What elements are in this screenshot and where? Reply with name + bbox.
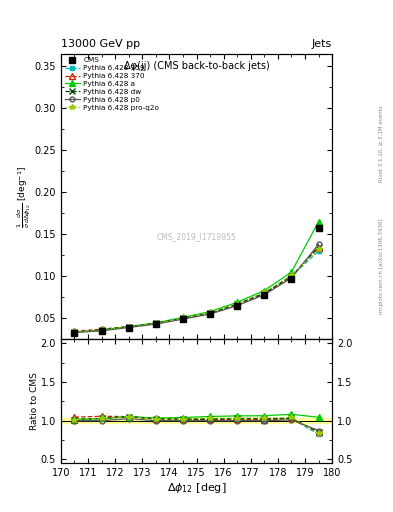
Pythia 6.428 dw	[72, 329, 77, 335]
Pythia 6.428 370	[262, 291, 267, 297]
Pythia 6.428 359	[99, 327, 104, 333]
CMS	[153, 321, 158, 327]
Pythia 6.428 pro-q2o	[99, 327, 104, 333]
Pythia 6.428 a	[72, 329, 77, 335]
Pythia 6.428 dw	[262, 290, 267, 296]
Pythia 6.428 dw	[153, 320, 158, 326]
CMS	[262, 292, 267, 298]
CMS	[127, 325, 131, 331]
CMS	[99, 328, 104, 334]
Pythia 6.428 p0	[208, 311, 213, 317]
Pythia 6.428 370	[235, 302, 240, 308]
Pythia 6.428 dw	[99, 327, 104, 333]
Pythia 6.428 a	[235, 299, 240, 305]
Pythia 6.428 359	[235, 302, 240, 308]
Pythia 6.428 370	[72, 328, 77, 334]
Pythia 6.428 p0	[235, 303, 240, 309]
Pythia 6.428 a	[289, 269, 294, 275]
Pythia 6.428 359	[262, 291, 267, 297]
Pythia 6.428 370	[289, 273, 294, 280]
Pythia 6.428 pro-q2o	[208, 309, 213, 315]
Pythia 6.428 a	[316, 219, 321, 225]
Legend: CMS, Pythia 6.428 359, Pythia 6.428 370, Pythia 6.428 a, Pythia 6.428 dw, Pythia: CMS, Pythia 6.428 359, Pythia 6.428 370,…	[63, 56, 161, 112]
Pythia 6.428 p0	[180, 316, 185, 322]
Pythia 6.428 370	[208, 310, 213, 316]
Pythia 6.428 359	[127, 324, 131, 330]
CMS	[72, 329, 77, 335]
Line: Pythia 6.428 pro-q2o: Pythia 6.428 pro-q2o	[72, 247, 321, 335]
Pythia 6.428 370	[153, 320, 158, 326]
Pythia 6.428 p0	[289, 275, 294, 281]
Line: CMS: CMS	[71, 224, 322, 336]
Line: Pythia 6.428 a: Pythia 6.428 a	[72, 219, 321, 335]
Pythia 6.428 dw	[180, 315, 185, 322]
CMS	[235, 303, 240, 309]
Pythia 6.428 pro-q2o	[289, 272, 294, 279]
Bar	[61, 418, 332, 423]
Pythia 6.428 dw	[289, 273, 294, 280]
Pythia 6.428 359	[208, 310, 213, 316]
Line: Pythia 6.428 p0: Pythia 6.428 p0	[72, 242, 321, 335]
Pythia 6.428 pro-q2o	[235, 301, 240, 307]
Pythia 6.428 p0	[316, 241, 321, 247]
Y-axis label: Ratio to CMS: Ratio to CMS	[30, 372, 39, 430]
Pythia 6.428 a	[262, 287, 267, 293]
Y-axis label: $\frac{1}{\bar{\sigma}}\frac{d\sigma}{d\Delta\phi_{12}}$ [deg$^{-1}$]: $\frac{1}{\bar{\sigma}}\frac{d\sigma}{d\…	[16, 165, 33, 228]
Pythia 6.428 pro-q2o	[153, 320, 158, 326]
Pythia 6.428 370	[316, 245, 321, 251]
CMS	[316, 224, 321, 230]
Pythia 6.428 pro-q2o	[180, 315, 185, 322]
Pythia 6.428 359	[180, 315, 185, 322]
CMS	[208, 311, 213, 317]
Pythia 6.428 a	[99, 327, 104, 333]
Pythia 6.428 p0	[72, 329, 77, 335]
Pythia 6.428 370	[127, 324, 131, 330]
Text: Jets: Jets	[312, 38, 332, 49]
Pythia 6.428 pro-q2o	[316, 246, 321, 252]
Line: Pythia 6.428 370: Pythia 6.428 370	[72, 245, 321, 334]
Pythia 6.428 359	[72, 329, 77, 335]
Pythia 6.428 pro-q2o	[127, 324, 131, 330]
Pythia 6.428 dw	[316, 244, 321, 250]
Pythia 6.428 a	[208, 308, 213, 314]
Line: Pythia 6.428 dw: Pythia 6.428 dw	[72, 244, 321, 335]
Pythia 6.428 370	[180, 315, 185, 322]
Pythia 6.428 dw	[208, 310, 213, 316]
Line: Pythia 6.428 359: Pythia 6.428 359	[72, 249, 321, 334]
Pythia 6.428 a	[127, 324, 131, 330]
Text: 13000 GeV pp: 13000 GeV pp	[61, 38, 140, 49]
Pythia 6.428 359	[153, 320, 158, 326]
Text: Δφ(jj) (CMS back-to-back jets): Δφ(jj) (CMS back-to-back jets)	[124, 61, 269, 71]
Pythia 6.428 a	[153, 320, 158, 326]
Pythia 6.428 p0	[127, 325, 131, 331]
Pythia 6.428 p0	[99, 328, 104, 334]
Pythia 6.428 370	[99, 326, 104, 332]
Pythia 6.428 359	[316, 248, 321, 254]
X-axis label: $\Delta\phi_{12}$ [deg]: $\Delta\phi_{12}$ [deg]	[167, 481, 226, 495]
Pythia 6.428 dw	[235, 301, 240, 307]
CMS	[289, 276, 294, 282]
Text: CMS_2019_I1719955: CMS_2019_I1719955	[157, 232, 236, 241]
Pythia 6.428 pro-q2o	[262, 289, 267, 295]
Pythia 6.428 359	[289, 273, 294, 280]
Pythia 6.428 p0	[262, 292, 267, 298]
CMS	[180, 316, 185, 322]
Text: mcplots.cern.ch [arXiv:1306.3436]: mcplots.cern.ch [arXiv:1306.3436]	[379, 219, 384, 314]
Pythia 6.428 a	[180, 314, 185, 321]
Pythia 6.428 dw	[127, 324, 131, 330]
Pythia 6.428 p0	[153, 321, 158, 327]
Text: Rivet 3.1.10, ≥ 3.1M events: Rivet 3.1.10, ≥ 3.1M events	[379, 105, 384, 182]
Pythia 6.428 pro-q2o	[72, 329, 77, 335]
